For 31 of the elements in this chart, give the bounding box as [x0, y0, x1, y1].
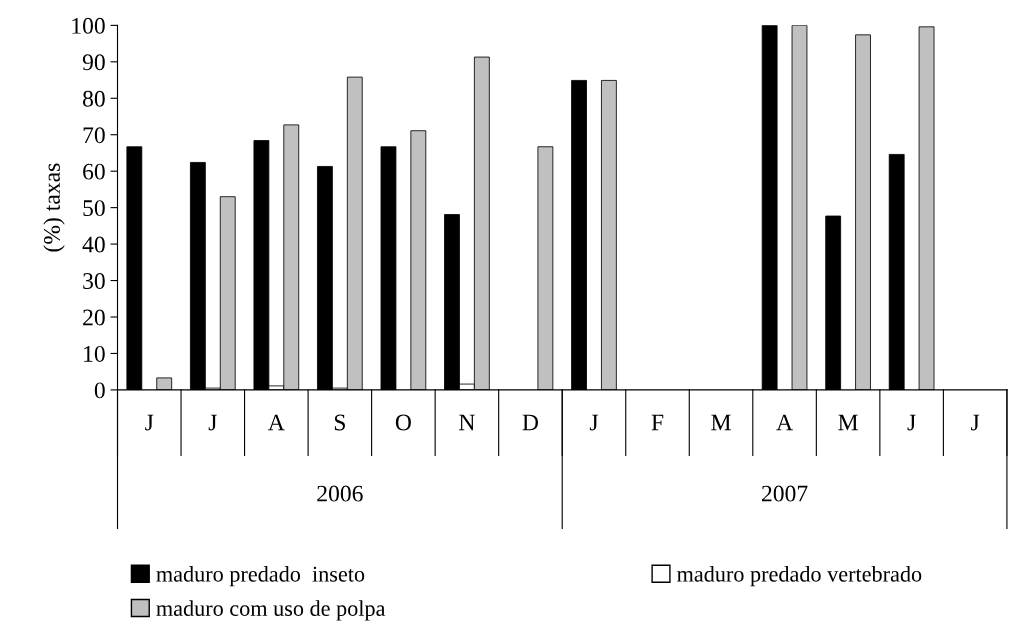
y-tick-label: 70: [83, 127, 105, 144]
x-tick-label: A: [268, 414, 285, 431]
legend-label: maduro predado vertebrado: [677, 566, 922, 587]
legend-label: maduro predado inseto: [156, 566, 365, 587]
y-tick-label: 50: [83, 200, 105, 217]
y-tick-label: 20: [83, 309, 105, 326]
x-tick-label: J: [589, 414, 599, 431]
x-tick-label: O: [395, 414, 411, 431]
y-tick-label: 100: [72, 17, 105, 34]
y-tick-label: 90: [82, 54, 105, 71]
y-tick-label: 40: [82, 236, 105, 253]
x-tick-label: F: [651, 414, 664, 431]
x-tick-label: A: [776, 414, 793, 431]
x-tick-label: M: [838, 414, 858, 431]
legend-label: maduro com uso de polpa: [156, 600, 386, 621]
y-tick-label: 60: [83, 163, 105, 180]
x-tick-label: M: [711, 414, 731, 431]
text: 2007: [761, 485, 808, 502]
x-tick-label: J: [145, 414, 154, 431]
x-tick-label: J: [907, 414, 916, 431]
y-tick-label: 30: [83, 273, 105, 289]
x-tick-label: D: [522, 414, 539, 431]
y-tick-label: 0: [94, 382, 105, 399]
x-tick-label: S: [334, 414, 345, 431]
x-tick-label: J: [208, 414, 217, 431]
text: 2006: [317, 485, 363, 502]
x-tick-label: J: [971, 414, 980, 431]
y-tick-label: 10: [84, 345, 105, 362]
x-tick-label: N: [459, 414, 475, 431]
y-tick-label: 80: [82, 90, 105, 107]
y-axis-title: (%) taxas: [43, 163, 65, 252]
